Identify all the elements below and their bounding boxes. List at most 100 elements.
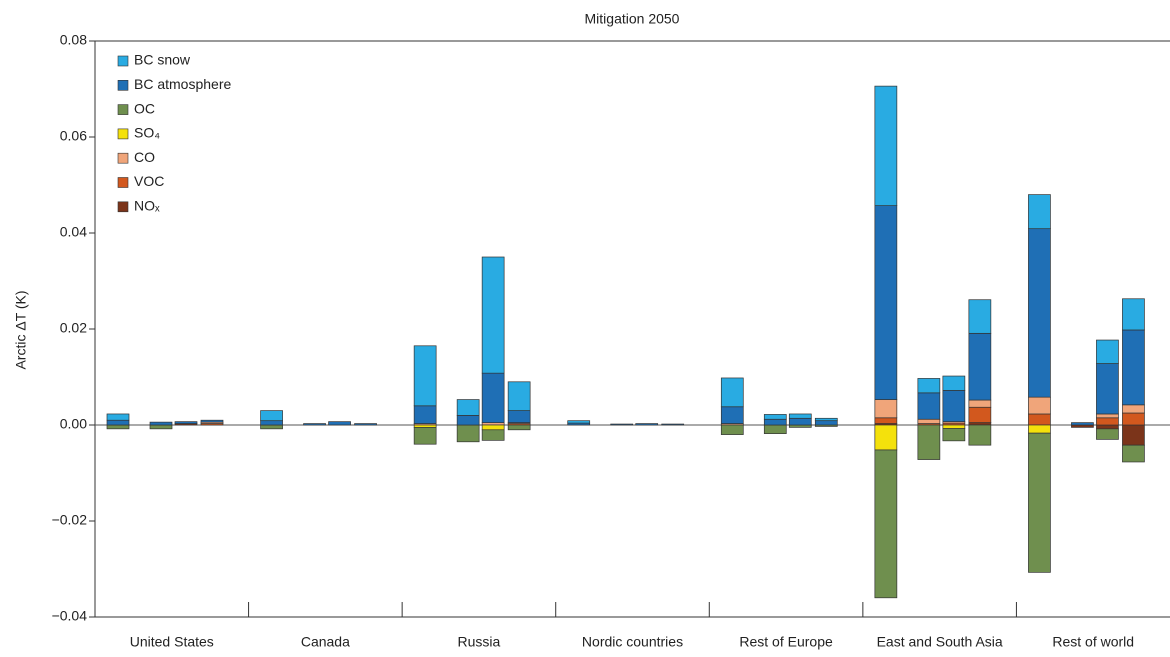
y-axis-label: Arctic ΔT (K)	[13, 290, 29, 369]
bar-segment	[260, 410, 283, 422]
legend-swatch	[117, 104, 129, 115]
bar-segment	[763, 418, 787, 426]
bar-segment	[1028, 396, 1051, 415]
bar-segment	[149, 424, 173, 430]
y-tick-label: 0.08	[60, 32, 87, 48]
bar-segment	[874, 449, 898, 599]
bar-segment	[481, 422, 505, 426]
bar-segment	[788, 413, 812, 419]
bar-segment	[481, 372, 505, 423]
bar-segment	[1122, 424, 1145, 446]
bar-segment	[942, 390, 966, 422]
bar-segment	[174, 421, 198, 424]
bar-segment	[1122, 298, 1145, 331]
bar-segment	[1122, 329, 1145, 406]
bar-segment	[328, 421, 351, 426]
bar-segment	[1096, 417, 1119, 426]
bar-segment	[720, 377, 744, 408]
bar-segment	[1096, 424, 1119, 430]
bar-segment	[1122, 404, 1145, 414]
bar-segment	[507, 381, 531, 411]
bar-segment	[917, 378, 941, 394]
x-tick-label: Canada	[301, 634, 350, 650]
legend-swatch	[117, 177, 129, 188]
bar-segment	[763, 424, 787, 434]
y-tick-label: −0.04	[52, 608, 88, 624]
legend-label: OC	[134, 100, 155, 116]
bar-segment	[720, 424, 744, 435]
bar-segment	[874, 205, 898, 400]
y-tick-label: 0.04	[60, 224, 87, 240]
bar-segment	[303, 423, 326, 426]
bar-segment	[1096, 363, 1119, 415]
legend-label: SO₄	[134, 125, 160, 141]
bar-segment	[788, 424, 812, 428]
bar-segment	[106, 419, 130, 426]
bar-segment	[1096, 428, 1119, 440]
y-tick-label: 0.02	[60, 320, 87, 336]
bar-segment	[456, 424, 480, 443]
bar-segment	[874, 399, 898, 419]
bar-segment	[874, 417, 898, 424]
bar-segment	[942, 375, 966, 391]
bar-segment	[413, 427, 437, 445]
legend-swatch	[117, 128, 129, 140]
bar-segment	[106, 413, 130, 421]
legend-label: CO	[134, 149, 155, 165]
x-tick-label: Nordic countries	[582, 634, 683, 650]
bar-segment	[763, 414, 787, 420]
bar-segment	[874, 85, 898, 206]
bar-segment	[1028, 424, 1051, 434]
bar-segment	[507, 410, 531, 423]
bar-segment	[917, 418, 941, 424]
bar-segment	[149, 421, 173, 426]
legend-swatch	[117, 80, 129, 91]
x-tick-label: East and South Asia	[877, 634, 1003, 650]
bar-segment	[720, 406, 744, 424]
bar-segment	[968, 399, 992, 408]
bar-segment	[507, 424, 531, 431]
bar-segment	[1028, 228, 1051, 398]
y-tick-label: 0.00	[60, 416, 87, 432]
bar-segment	[260, 420, 283, 426]
bar-segment	[456, 399, 480, 416]
bar-segment	[874, 424, 898, 451]
bar-segment	[481, 424, 505, 431]
legend-label: VOC	[134, 173, 164, 189]
legend-swatch	[117, 55, 129, 67]
bar-segment	[1028, 194, 1051, 230]
bar-segment	[567, 420, 591, 424]
bar-segment	[968, 422, 992, 426]
bar-segment	[413, 345, 437, 407]
x-tick-label: Rest of Europe	[739, 634, 833, 650]
x-tick-label: Rest of world	[1052, 634, 1134, 650]
bar-segment	[610, 423, 634, 426]
bar-segment	[200, 419, 224, 423]
bar-segment	[1028, 432, 1051, 573]
bar-segment	[456, 415, 480, 426]
bar-segment	[917, 392, 941, 420]
bar-segment	[968, 406, 992, 423]
legend-swatch	[117, 201, 129, 213]
y-tick-label: 0.06	[60, 128, 87, 144]
bar-segment	[968, 332, 992, 401]
bar-segment	[1122, 412, 1145, 426]
bar-segment	[1096, 413, 1119, 419]
bar-segment	[1122, 444, 1145, 463]
legend-label: NOₓ	[134, 198, 160, 214]
bar-segment	[814, 420, 838, 426]
legend-label: BC snow	[134, 52, 191, 68]
bar-segment	[968, 424, 992, 446]
bar-segment	[106, 424, 130, 430]
legend-label: BC atmosphere	[134, 76, 231, 92]
bar-segment	[260, 424, 283, 430]
legend-swatch	[117, 152, 129, 164]
bar-segment	[942, 428, 966, 442]
bar-segment	[814, 417, 838, 422]
bar-segment	[413, 405, 437, 424]
bar-segment	[1071, 422, 1094, 426]
bar-segment	[917, 424, 941, 460]
x-tick-label: Russia	[458, 634, 501, 650]
bar-segment	[1028, 413, 1051, 426]
